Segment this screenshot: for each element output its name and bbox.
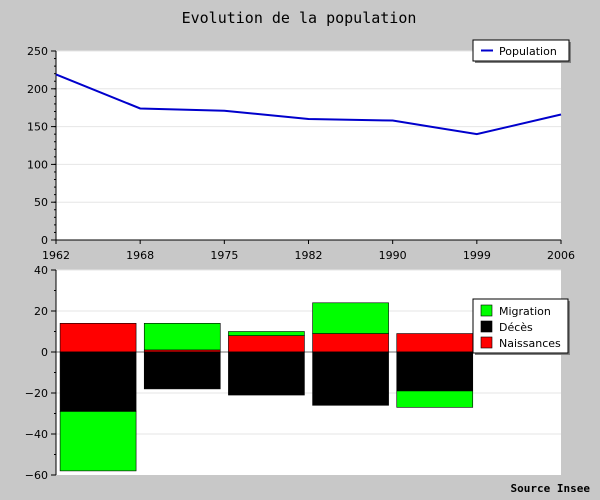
bar-naissances: [143, 349, 221, 353]
top-legend-label: Population: [499, 45, 557, 58]
bar-deces: [228, 351, 305, 396]
top-x-tick-label: 1962: [42, 249, 70, 262]
bar-naissances: [59, 322, 137, 353]
top-x-tick-label: 1982: [295, 249, 323, 262]
bottom-y-tick-label: −20: [25, 387, 48, 400]
bottom-bars: [59, 302, 474, 472]
bar-deces: [396, 351, 474, 392]
top-y-tick-label: 200: [27, 83, 48, 96]
top-gridlines: [56, 50, 561, 203]
legend-swatch-deces: [480, 320, 493, 333]
top-y-tick-label: 50: [34, 196, 48, 209]
demographic-components-bar-chart: −60 −40 −20 0 20 40 Migration Décès Naissances: [25, 264, 570, 482]
bar-naissances: [396, 333, 474, 353]
top-y-tick-label: 100: [27, 158, 48, 171]
top-plot-area: [56, 51, 561, 240]
top-x-tick-label: 1999: [463, 249, 491, 262]
bar-deces: [59, 351, 137, 412]
bar-naissances: [228, 335, 305, 353]
top-series: [55, 73, 562, 136]
bar-deces: [143, 351, 221, 390]
legend-label-naissances: Naissances: [499, 337, 561, 350]
top-x-tick-label: 1975: [210, 249, 238, 262]
population-line-chart: 0 50 100 150 200 250 1962 1968 1975 1982 1990 1999 2…: [27, 39, 575, 262]
legend-label-deces: Décès: [499, 321, 533, 334]
bottom-y-tick-label: 40: [34, 264, 48, 277]
source-label: Source Insee: [511, 482, 591, 495]
legend-label-migration: Migration: [499, 305, 551, 318]
bar-migration: [312, 302, 389, 334]
top-x-tick-label: 1990: [379, 249, 407, 262]
bottom-axes: −60 −40 −20 0 20 40: [25, 264, 561, 482]
bar-deces: [312, 351, 389, 406]
bottom-legend: Migration Décès Naissances: [472, 298, 570, 355]
top-x-tick-label: 1968: [126, 249, 154, 262]
bar-migration: [143, 322, 221, 351]
legend-swatch-naissances: [480, 336, 493, 349]
top-x-tick-label: 2006: [547, 249, 575, 262]
chart-title: Evolution de la population: [182, 9, 417, 27]
bar-migration: [396, 390, 474, 408]
top-y-tick-label: 250: [27, 45, 48, 58]
bar-naissances: [312, 333, 389, 353]
top-y-tick-label: 0: [41, 234, 48, 247]
bottom-y-tick-label: 0: [41, 346, 48, 359]
top-axes: 0 50 100 150 200 250 1962 1968 1975 1982 1990 1999 2…: [27, 45, 575, 262]
bottom-y-tick-label: −40: [25, 428, 48, 441]
top-legend: Population: [472, 39, 571, 63]
bottom-y-tick-label: 20: [34, 305, 48, 318]
top-y-tick-label: 150: [27, 121, 48, 134]
bar-migration: [228, 331, 305, 336]
legend-swatch-migration: [480, 304, 493, 317]
bottom-y-tick-label: −60: [25, 469, 48, 482]
bar-migration: [59, 411, 137, 472]
top-legend-box: [472, 39, 570, 62]
